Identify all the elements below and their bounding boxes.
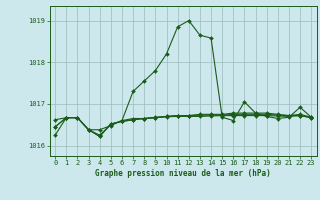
X-axis label: Graphe pression niveau de la mer (hPa): Graphe pression niveau de la mer (hPa): [95, 169, 271, 178]
